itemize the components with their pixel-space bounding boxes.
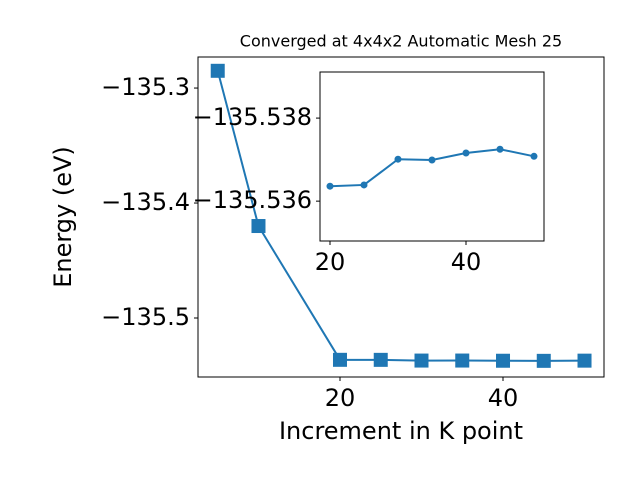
marker <box>455 353 470 368</box>
marker <box>332 352 347 367</box>
x-tick-label: 40 <box>488 384 519 412</box>
chart-title: Converged at 4x4x2 Automatic Mesh 25 <box>240 32 562 51</box>
marker <box>373 352 388 367</box>
marker <box>414 353 429 368</box>
marker <box>360 181 368 189</box>
x-tick-label: 40 <box>451 248 482 276</box>
x-tick-label: 20 <box>315 248 346 276</box>
y-tick-label: −135.5 <box>101 303 190 331</box>
y-axis-label: Energy (eV) <box>49 146 77 288</box>
y-tick-label: −135.3 <box>101 73 190 101</box>
marker <box>428 156 436 164</box>
x-tick-label: 20 <box>325 384 356 412</box>
marker <box>496 145 504 153</box>
marker <box>210 63 225 78</box>
marker <box>530 152 538 160</box>
y-tick-label: −135.4 <box>101 188 190 216</box>
y-tick-label: −135.536 <box>193 186 312 214</box>
x-axis-label: Increment in K point <box>279 417 523 445</box>
y-tick-label: −135.538 <box>193 103 312 131</box>
marker <box>536 353 551 368</box>
marker <box>496 353 511 368</box>
marker <box>251 219 266 234</box>
marker <box>462 149 470 157</box>
marker <box>577 353 592 368</box>
plot-area <box>319 71 545 242</box>
marker <box>394 155 402 163</box>
marker <box>326 182 334 190</box>
